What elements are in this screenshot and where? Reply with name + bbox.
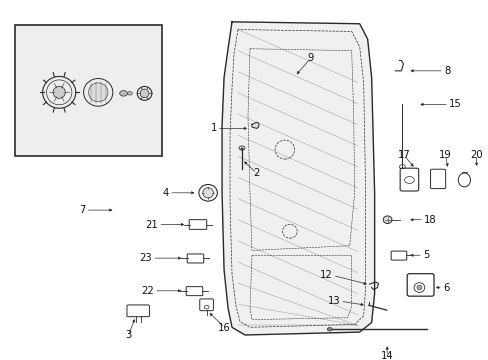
Circle shape bbox=[120, 91, 127, 96]
Text: 10: 10 bbox=[22, 80, 35, 90]
Text: 18: 18 bbox=[423, 215, 436, 225]
Ellipse shape bbox=[203, 188, 213, 198]
Text: 4: 4 bbox=[163, 188, 169, 198]
Ellipse shape bbox=[53, 86, 65, 98]
Text: 20: 20 bbox=[469, 150, 482, 160]
Text: 21: 21 bbox=[145, 220, 158, 230]
Text: 12: 12 bbox=[320, 270, 332, 280]
Text: 9: 9 bbox=[307, 53, 313, 63]
Polygon shape bbox=[222, 22, 374, 335]
Text: 1: 1 bbox=[210, 123, 216, 134]
Ellipse shape bbox=[383, 216, 391, 224]
Text: 2: 2 bbox=[253, 168, 259, 178]
Text: 22: 22 bbox=[142, 286, 154, 296]
Polygon shape bbox=[251, 122, 258, 129]
Ellipse shape bbox=[88, 83, 108, 102]
Bar bbox=[15, 25, 161, 156]
Text: 19: 19 bbox=[438, 150, 451, 160]
Text: 3: 3 bbox=[125, 330, 131, 340]
Text: 5: 5 bbox=[422, 250, 428, 260]
Text: 15: 15 bbox=[448, 99, 461, 109]
Text: 14: 14 bbox=[380, 351, 393, 360]
Text: 11: 11 bbox=[131, 24, 144, 35]
Text: 6: 6 bbox=[442, 283, 448, 293]
Text: 8: 8 bbox=[443, 66, 449, 76]
Ellipse shape bbox=[140, 89, 149, 98]
Circle shape bbox=[326, 328, 331, 331]
Circle shape bbox=[240, 148, 243, 150]
Text: 16: 16 bbox=[218, 323, 230, 333]
Ellipse shape bbox=[416, 285, 421, 290]
Text: 7: 7 bbox=[79, 205, 85, 215]
Text: 23: 23 bbox=[140, 253, 152, 263]
Circle shape bbox=[127, 92, 132, 95]
Text: 13: 13 bbox=[327, 296, 340, 306]
Text: 17: 17 bbox=[397, 150, 409, 160]
